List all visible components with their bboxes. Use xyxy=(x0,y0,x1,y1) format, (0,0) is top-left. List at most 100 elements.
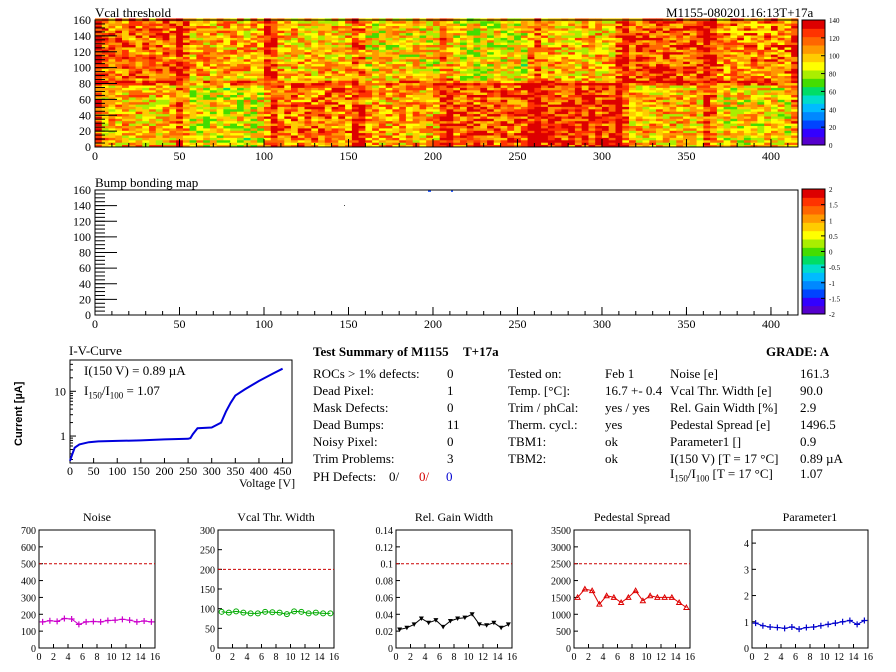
vcal-cell xyxy=(460,82,468,86)
vcal-cell xyxy=(324,101,332,105)
vcal-cell xyxy=(696,123,704,126)
vcal-cell xyxy=(149,130,157,134)
vcal-cell xyxy=(223,39,231,43)
vcal-cell xyxy=(622,130,630,134)
vcal-cell xyxy=(311,101,319,105)
vcal-cell xyxy=(487,51,495,55)
vcal-cell xyxy=(358,132,366,136)
vcal-cell xyxy=(291,123,299,126)
vcal-cell xyxy=(676,63,684,67)
vcal-cell xyxy=(149,51,157,55)
vcal-cell xyxy=(358,47,366,50)
vcal-cell xyxy=(264,77,272,81)
vcal-cell xyxy=(345,135,353,138)
vcal-cell xyxy=(541,27,549,31)
vcal-cell xyxy=(324,99,332,103)
vcal-cell xyxy=(696,130,704,134)
vcal-cell xyxy=(318,56,326,60)
vcal-cell xyxy=(189,125,197,129)
vcal-cell xyxy=(264,144,272,148)
vcal-cell xyxy=(426,125,434,129)
vcal-cell xyxy=(216,101,224,105)
vcal-cell xyxy=(527,92,535,95)
vcal-cell xyxy=(527,30,535,34)
vcal-cell xyxy=(446,42,454,45)
vcal-cell xyxy=(669,123,677,126)
vcal-cell xyxy=(500,123,508,126)
vcal-cell xyxy=(378,32,387,36)
vcal-cell xyxy=(669,63,677,67)
vcal-cell xyxy=(115,106,123,110)
vcal-cell xyxy=(547,120,556,124)
vcal-cell xyxy=(182,120,191,124)
vcal-cell xyxy=(656,85,664,88)
vcal-cell xyxy=(527,23,535,26)
vcal-cell xyxy=(196,125,204,129)
vcal-cell xyxy=(176,125,184,129)
vcal-cell xyxy=(196,99,204,103)
vcal-cell xyxy=(676,144,684,148)
vcal-cell xyxy=(561,63,569,67)
vcal-cell xyxy=(696,68,704,72)
vcal-cell xyxy=(291,75,299,79)
vcal-cell xyxy=(473,61,481,65)
vcal-cell xyxy=(209,49,218,53)
vcal-cell xyxy=(378,42,387,45)
vcal-cell xyxy=(264,101,272,105)
vcal-cell xyxy=(493,94,501,98)
vcal-cell xyxy=(324,27,332,31)
vcal-cell xyxy=(237,85,245,88)
vcal-cell xyxy=(135,54,143,57)
vcal-cell xyxy=(169,120,177,124)
vcal-cell xyxy=(676,80,684,84)
vcal-cell xyxy=(392,58,400,62)
vcal-cell xyxy=(122,75,130,79)
vcal-cell xyxy=(115,25,123,29)
vcal-cell xyxy=(507,54,515,57)
vcal-cell xyxy=(297,54,305,57)
vcal-cell xyxy=(595,144,603,148)
vcal-cell xyxy=(534,77,542,81)
vcal-cell xyxy=(209,113,218,117)
vcal-cell xyxy=(703,39,711,43)
vcal-cell xyxy=(520,132,529,136)
vcal-cell xyxy=(696,116,704,119)
vcal-cell xyxy=(439,77,447,81)
vcal-cell xyxy=(270,27,278,31)
vcal-cell xyxy=(230,108,238,112)
vcal-cell xyxy=(683,80,691,84)
vcal-cell xyxy=(378,63,387,67)
vcal-cell xyxy=(608,118,616,122)
vcal-cell xyxy=(507,144,515,148)
vcal-cell xyxy=(676,73,684,76)
vcal-cell xyxy=(662,101,670,105)
vcal-cell xyxy=(101,70,109,74)
vcal-cell xyxy=(331,89,339,93)
vcal-cell xyxy=(446,20,454,24)
vcal-cell xyxy=(642,70,650,74)
vcal-cell xyxy=(392,104,400,107)
vcal-cell xyxy=(689,77,697,81)
vcal-cell xyxy=(507,85,515,88)
vcal-cell xyxy=(203,125,211,129)
vcal-cell xyxy=(378,23,387,26)
vcal-cell xyxy=(412,94,420,98)
vcal-cell xyxy=(169,99,177,103)
vcal-cell xyxy=(405,82,414,86)
vcal-cell xyxy=(419,68,427,72)
vcal-cell xyxy=(500,128,508,131)
vcal-cell xyxy=(656,56,664,60)
vcal-cell xyxy=(149,97,157,100)
vcal-cell xyxy=(142,123,150,126)
vcal-cell xyxy=(162,144,170,148)
vcal-cell xyxy=(95,27,103,31)
vcal-cell xyxy=(237,30,245,34)
vcal-cell xyxy=(493,80,501,84)
vcal-cell xyxy=(169,135,177,138)
vcal-cell xyxy=(520,54,529,57)
vcal-cell xyxy=(365,54,373,57)
vcal-cell xyxy=(676,30,684,34)
vcal-cell xyxy=(311,70,319,74)
vcal-cell xyxy=(514,56,522,60)
vcal-cell xyxy=(615,137,623,141)
